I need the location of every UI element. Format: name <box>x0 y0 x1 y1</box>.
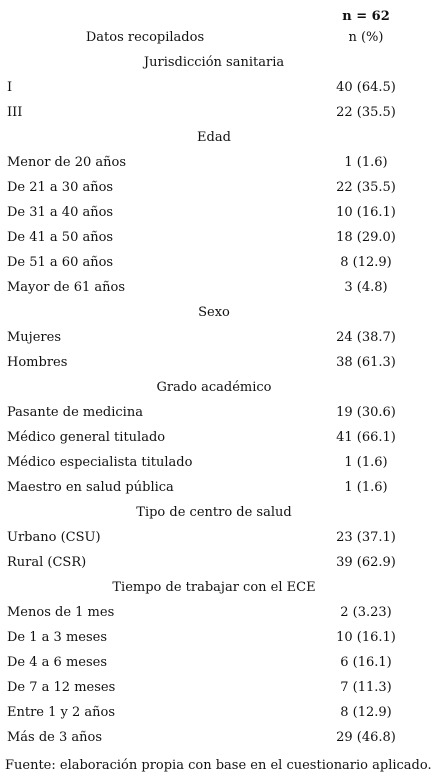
table-row: Maestro en salud pública 1 (1.6) <box>0 475 445 500</box>
row-label: Más de 3 años <box>7 730 103 745</box>
table-row: Más de 3 años 29 (46.8) <box>0 725 445 750</box>
row-value: 40 (64.5) <box>336 80 396 95</box>
row-value: 7 (11.3) <box>340 680 392 695</box>
row-value: 1 (1.6) <box>344 155 388 170</box>
row-label: De 31 a 40 años <box>7 205 114 220</box>
row-label: Médico general titulado <box>7 430 166 445</box>
section-header-row: Tipo de centro de salud <box>0 500 445 525</box>
section-header-row: Edad <box>0 125 445 150</box>
row-label: Menor de 20 años <box>7 155 126 170</box>
section-title: Grado académico <box>156 380 272 395</box>
row-value: 41 (66.1) <box>336 430 396 445</box>
table-row: Menos de 1 mes 2 (3.23) <box>0 600 445 625</box>
row-label: De 1 a 3 meses <box>7 630 107 645</box>
row-label: III <box>7 105 23 120</box>
row-value: 10 (16.1) <box>336 205 396 220</box>
table-row: Médico general titulado 41 (66.1) <box>0 425 445 450</box>
column-header-percent: n (%) <box>348 30 384 45</box>
table-row: Mayor de 61 años 3 (4.8) <box>0 275 445 300</box>
section-header-row: Tiempo de trabajar con el ECE <box>0 575 445 600</box>
section-header-row: Grado académico <box>0 375 445 400</box>
table-row: Mujeres 24 (38.7) <box>0 325 445 350</box>
row-label: Menos de 1 mes <box>7 605 115 620</box>
table-row: III 22 (35.5) <box>0 100 445 125</box>
row-value: 8 (12.9) <box>340 705 392 720</box>
row-label: Pasante de medicina <box>7 405 143 420</box>
row-value: 24 (38.7) <box>336 330 396 345</box>
column-header-data: Datos recopilados <box>85 30 205 45</box>
row-value: 1 (1.6) <box>344 455 388 470</box>
table-row: De 41 a 50 años 18 (29.0) <box>0 225 445 250</box>
row-label: De 7 a 12 meses <box>7 680 116 695</box>
row-value: 1 (1.6) <box>344 480 388 495</box>
data-table: n = 62 Datos recopilados n (%) Jurisdicc… <box>0 0 445 750</box>
row-value: 22 (35.5) <box>336 180 396 195</box>
table-row: De 31 a 40 años 10 (16.1) <box>0 200 445 225</box>
section-header-row: Sexo <box>0 300 445 325</box>
row-value: 38 (61.3) <box>336 355 396 370</box>
row-label: De 41 a 50 años <box>7 230 114 245</box>
table-row: Médico especialista titulado 1 (1.6) <box>0 450 445 475</box>
table-row: Entre 1 y 2 años 8 (12.9) <box>0 700 445 725</box>
section-title: Jurisdicción sanitaria <box>143 55 285 70</box>
row-label: Entre 1 y 2 años <box>7 705 116 720</box>
row-value: 10 (16.1) <box>336 630 396 645</box>
row-label: De 21 a 30 años <box>7 180 114 195</box>
row-label: Maestro en salud pública <box>7 480 174 495</box>
row-label: De 4 a 6 meses <box>7 655 107 670</box>
table-row: De 1 a 3 meses 10 (16.1) <box>0 625 445 650</box>
table-row: Rural (CSR) 39 (62.9) <box>0 550 445 575</box>
table-row: De 51 a 60 años 8 (12.9) <box>0 250 445 275</box>
row-value: 8 (12.9) <box>340 255 392 270</box>
table-column-header-row: Datos recopilados n (%) <box>0 25 445 50</box>
row-label: Urbano (CSU) <box>7 530 101 545</box>
source-note: Fuente: elaboración propia con base en e… <box>5 758 432 773</box>
sample-size-header: n = 62 <box>342 9 390 24</box>
table-row: De 7 a 12 meses 7 (11.3) <box>0 675 445 700</box>
table-header-n-row: n = 62 <box>0 0 445 25</box>
row-value: 22 (35.5) <box>336 105 396 120</box>
row-label: Hombres <box>7 355 68 370</box>
table-row: Urbano (CSU) 23 (37.1) <box>0 525 445 550</box>
row-value: 23 (37.1) <box>336 530 396 545</box>
table-row: I 40 (64.5) <box>0 75 445 100</box>
row-label: Mayor de 61 años <box>7 280 126 295</box>
section-title: Tipo de centro de salud <box>136 505 292 520</box>
table-row: Pasante de medicina 19 (30.6) <box>0 400 445 425</box>
row-value: 2 (3.23) <box>340 605 392 620</box>
section-title: Edad <box>197 130 231 145</box>
table-row: Menor de 20 años 1 (1.6) <box>0 150 445 175</box>
table-row: Hombres 38 (61.3) <box>0 350 445 375</box>
row-value: 29 (46.8) <box>336 730 396 745</box>
row-label: De 51 a 60 años <box>7 255 114 270</box>
table-row: De 21 a 30 años 22 (35.5) <box>0 175 445 200</box>
table-row: De 4 a 6 meses 6 (16.1) <box>0 650 445 675</box>
section-title: Sexo <box>198 305 230 320</box>
table-body: Jurisdicción sanitaria I 40 (64.5) III 22 (3… <box>0 50 445 750</box>
row-label: Mujeres <box>7 330 61 345</box>
row-value: 19 (30.6) <box>336 405 396 420</box>
section-title: Tiempo de trabajar con el ECE <box>112 580 316 595</box>
row-value: 3 (4.8) <box>344 280 388 295</box>
row-label: Médico especialista titulado <box>7 455 193 470</box>
row-value: 6 (16.1) <box>340 655 392 670</box>
row-label: I <box>7 80 13 95</box>
row-value: 39 (62.9) <box>336 555 396 570</box>
section-header-row: Jurisdicción sanitaria <box>0 50 445 75</box>
row-value: 18 (29.0) <box>336 230 396 245</box>
row-label: Rural (CSR) <box>7 555 87 570</box>
